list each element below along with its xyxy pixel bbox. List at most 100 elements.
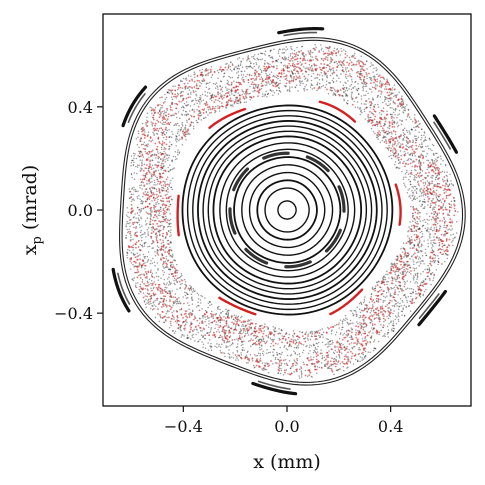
highlight-point xyxy=(162,200,165,203)
chaotic-point xyxy=(403,304,406,307)
chaotic-point xyxy=(285,46,288,48)
chaotic-point xyxy=(236,357,238,359)
chaotic-point xyxy=(326,343,328,345)
chaotic-point xyxy=(354,309,357,312)
chaotic-point xyxy=(198,96,201,99)
chaotic-point xyxy=(247,65,250,68)
chaotic-point xyxy=(132,193,134,195)
chaotic-point xyxy=(178,151,181,153)
chaotic-point xyxy=(267,92,270,95)
chaotic-point xyxy=(157,169,160,172)
chaotic-point xyxy=(139,178,142,181)
chaotic-point xyxy=(406,299,408,302)
highlight-point xyxy=(162,262,165,265)
chaotic-point xyxy=(453,199,455,202)
chaotic-point xyxy=(168,183,171,186)
chaotic-point xyxy=(327,341,330,343)
chaotic-point xyxy=(386,110,388,112)
chaotic-point xyxy=(269,89,272,91)
chaotic-point xyxy=(161,224,163,227)
chaotic-point xyxy=(414,114,416,116)
chaotic-point xyxy=(219,346,222,348)
chaotic-point xyxy=(439,227,441,229)
highlight-point xyxy=(205,311,208,314)
highlight-point xyxy=(178,84,180,87)
chaotic-point xyxy=(199,338,201,341)
highlight-point xyxy=(351,331,353,334)
chaotic-point xyxy=(439,199,442,201)
chaotic-point xyxy=(415,169,417,172)
chaotic-point xyxy=(203,117,205,119)
chaotic-point xyxy=(370,295,372,298)
chaotic-point xyxy=(381,101,384,104)
chaotic-point xyxy=(130,165,132,167)
chaotic-point xyxy=(184,88,187,90)
chaotic-point xyxy=(291,77,293,79)
chaotic-point xyxy=(355,342,357,344)
chaotic-point xyxy=(133,188,135,191)
chaotic-point xyxy=(406,169,408,172)
chaotic-point xyxy=(214,327,216,329)
chaotic-point xyxy=(396,122,398,125)
chaotic-point xyxy=(381,326,384,329)
highlight-point xyxy=(152,216,155,219)
chaotic-point xyxy=(169,203,172,206)
chaotic-point xyxy=(154,181,156,184)
highlight-point xyxy=(378,130,381,133)
chaotic-point xyxy=(391,121,393,123)
highlight-point xyxy=(438,241,441,244)
chaotic-point xyxy=(153,204,155,207)
chaotic-point xyxy=(336,63,339,65)
chaotic-point xyxy=(390,321,392,324)
chaotic-point xyxy=(227,326,229,329)
chaotic-point xyxy=(163,150,165,153)
highlight-point xyxy=(224,66,227,69)
highlight-point xyxy=(418,217,420,220)
chaotic-point xyxy=(440,163,442,165)
chaotic-point xyxy=(228,329,231,332)
chaotic-point xyxy=(424,136,427,138)
chaotic-point xyxy=(179,287,181,289)
chaotic-point xyxy=(301,45,303,48)
chaotic-point xyxy=(384,333,386,335)
chaotic-point xyxy=(311,331,314,333)
chaotic-point xyxy=(206,95,208,97)
chaotic-point xyxy=(391,113,393,116)
chaotic-point xyxy=(183,107,185,109)
chaotic-point xyxy=(445,174,448,177)
chaotic-point xyxy=(221,330,223,332)
highlight-point xyxy=(218,326,221,329)
chaotic-point xyxy=(320,333,323,336)
chaotic-point xyxy=(420,134,423,137)
chaotic-point xyxy=(184,127,186,129)
highlight-point xyxy=(288,70,291,73)
highlight-point xyxy=(154,142,157,145)
chaotic-point xyxy=(360,55,362,58)
chaotic-point xyxy=(180,100,182,103)
chaotic-point xyxy=(144,233,146,235)
chaotic-point xyxy=(433,160,436,162)
chaotic-point xyxy=(267,74,269,77)
chaotic-point xyxy=(444,206,447,209)
chaotic-point xyxy=(248,96,251,98)
chaotic-point xyxy=(270,71,273,73)
chaotic-point xyxy=(357,83,359,85)
chaotic-point xyxy=(438,212,440,214)
chaotic-point xyxy=(326,346,329,348)
chaotic-point xyxy=(246,65,248,68)
chaotic-point xyxy=(403,150,406,153)
chaotic-point xyxy=(294,72,297,75)
chaotic-point xyxy=(442,204,444,207)
chaotic-point xyxy=(140,239,143,242)
chaotic-point xyxy=(210,345,212,348)
chaotic-point xyxy=(388,277,390,279)
chaotic-point xyxy=(380,323,382,326)
chaotic-point xyxy=(127,248,129,251)
chaotic-point xyxy=(429,233,431,236)
chaotic-point xyxy=(264,94,267,96)
chaotic-point xyxy=(375,67,377,69)
highlight-point xyxy=(361,351,364,354)
chaotic-point xyxy=(391,305,394,307)
chaotic-point xyxy=(199,81,201,84)
chaotic-point xyxy=(207,349,210,352)
